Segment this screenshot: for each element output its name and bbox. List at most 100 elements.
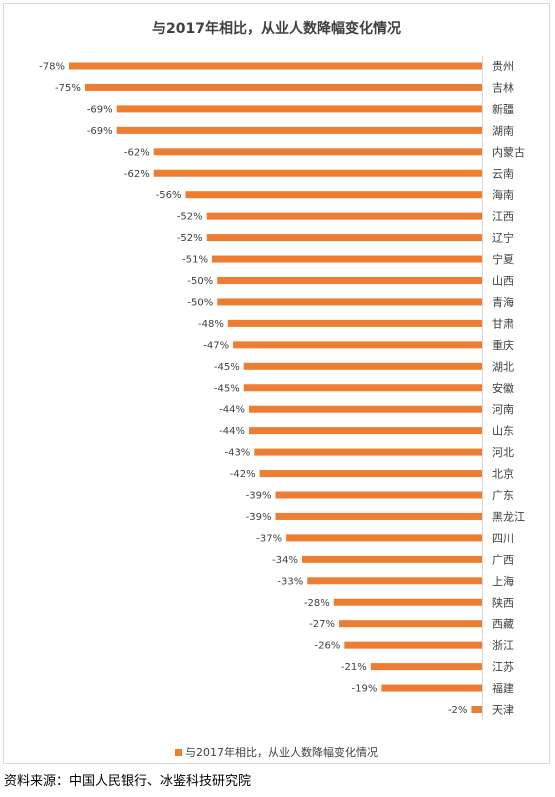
bar bbox=[259, 470, 482, 478]
category-label: 湖北 bbox=[492, 360, 514, 373]
category-label: 江苏 bbox=[492, 661, 514, 674]
category-label: 安徽 bbox=[492, 381, 514, 395]
legend: 与2017年相比，从业人数降幅变化情况 bbox=[4, 744, 549, 760]
data-label: -44% bbox=[219, 405, 245, 416]
category-label: 山东 bbox=[492, 425, 514, 438]
bar bbox=[471, 706, 482, 713]
data-label: -26% bbox=[314, 641, 340, 652]
bar bbox=[249, 427, 482, 435]
bar bbox=[233, 341, 482, 349]
category-label: 甘肃 bbox=[492, 317, 514, 330]
data-label: -34% bbox=[272, 555, 298, 566]
bar bbox=[249, 405, 482, 413]
chart-frame: 与2017年相比，从业人数降幅变化情况 -78% 贵州 -75% 吉林 -69% 新疆 -6… bbox=[3, 3, 550, 764]
data-label: -45% bbox=[214, 362, 240, 373]
data-label: -39% bbox=[246, 491, 272, 502]
data-label: -21% bbox=[341, 662, 367, 673]
category-label: 吉林 bbox=[492, 80, 514, 94]
category-label: 陕西 bbox=[492, 595, 514, 609]
data-label: -28% bbox=[304, 598, 330, 609]
category-label: 新疆 bbox=[492, 102, 514, 116]
data-label: -45% bbox=[214, 383, 240, 394]
data-label: -2% bbox=[448, 705, 467, 716]
data-label: -69% bbox=[87, 126, 113, 137]
category-label: 重庆 bbox=[492, 338, 514, 352]
data-label: -62% bbox=[124, 147, 150, 158]
data-label: -50% bbox=[187, 276, 213, 287]
data-label: -19% bbox=[352, 684, 378, 695]
category-label: 青海 bbox=[492, 295, 514, 309]
bar bbox=[116, 126, 483, 134]
bar bbox=[254, 448, 482, 456]
category-label: 山西 bbox=[492, 275, 514, 288]
bar bbox=[217, 298, 482, 306]
bar bbox=[370, 663, 482, 671]
category-label: 河北 bbox=[492, 446, 514, 459]
data-label: -27% bbox=[309, 619, 335, 630]
category-label: 北京 bbox=[492, 467, 514, 481]
bar bbox=[243, 362, 482, 370]
data-label: -62% bbox=[124, 169, 150, 180]
bar bbox=[69, 62, 482, 70]
data-label: -56% bbox=[156, 190, 182, 201]
category-label: 西藏 bbox=[492, 618, 514, 631]
bar bbox=[275, 512, 482, 520]
data-label: -52% bbox=[177, 233, 203, 244]
bar bbox=[116, 105, 483, 113]
bar bbox=[153, 148, 482, 156]
category-label: 内蒙古 bbox=[492, 145, 525, 159]
bar bbox=[206, 234, 482, 242]
bar-chart-plot: -78% 贵州 -75% 吉林 -69% 新疆 -69% 湖南 -62% 内蒙古 -62% 云南 -56… bbox=[39, 55, 525, 721]
category-label: 宁夏 bbox=[492, 252, 514, 266]
bar bbox=[227, 319, 482, 327]
bar bbox=[333, 598, 482, 606]
category-label: 广西 bbox=[492, 553, 514, 566]
legend-swatch bbox=[175, 748, 182, 756]
category-label: 海南 bbox=[492, 188, 514, 202]
category-label: 上海 bbox=[492, 574, 514, 588]
data-label: -78% bbox=[39, 62, 65, 73]
data-label: -39% bbox=[246, 512, 272, 523]
data-label: -69% bbox=[87, 104, 113, 115]
category-label: 广东 bbox=[492, 489, 514, 502]
category-label: 福建 bbox=[492, 681, 514, 695]
bar bbox=[217, 277, 482, 284]
data-label: -37% bbox=[256, 533, 282, 544]
bar bbox=[206, 212, 482, 220]
bar bbox=[339, 620, 482, 628]
bar bbox=[243, 384, 482, 392]
source-note: 资料来源：中国人民银行、冰鉴科技研究院 bbox=[4, 774, 252, 789]
data-label: -42% bbox=[230, 469, 256, 480]
bar bbox=[286, 534, 482, 542]
data-label: -33% bbox=[277, 576, 303, 587]
data-label: -51% bbox=[182, 255, 208, 266]
data-label: -50% bbox=[187, 297, 213, 308]
category-label: 黑龙江 bbox=[492, 510, 525, 523]
bar bbox=[211, 255, 482, 263]
category-label: 云南 bbox=[492, 167, 514, 180]
bar bbox=[84, 83, 482, 91]
data-label: -44% bbox=[219, 426, 245, 437]
bar bbox=[301, 555, 482, 563]
bar bbox=[153, 169, 482, 177]
category-label: 湖南 bbox=[492, 124, 514, 137]
bar bbox=[185, 191, 482, 199]
bar bbox=[275, 491, 482, 499]
bar bbox=[344, 641, 482, 649]
data-label: -47% bbox=[203, 340, 229, 351]
data-label: -52% bbox=[177, 212, 203, 223]
bar bbox=[381, 684, 482, 692]
data-label: -75% bbox=[55, 83, 81, 94]
chart-title: 与2017年相比，从业人数降幅变化情况 bbox=[152, 21, 401, 37]
category-label: 辽宁 bbox=[492, 231, 514, 245]
category-label: 浙江 bbox=[492, 639, 514, 652]
data-label: -43% bbox=[224, 448, 250, 459]
data-label: -48% bbox=[198, 319, 224, 330]
category-label: 天津 bbox=[492, 704, 514, 717]
category-label: 四川 bbox=[492, 532, 514, 545]
category-label: 河南 bbox=[492, 403, 514, 416]
category-label: 江西 bbox=[492, 210, 514, 223]
bar bbox=[307, 577, 482, 585]
legend-label: 与2017年相比，从业人数降幅变化情况 bbox=[185, 746, 378, 759]
category-label: 贵州 bbox=[492, 60, 514, 73]
